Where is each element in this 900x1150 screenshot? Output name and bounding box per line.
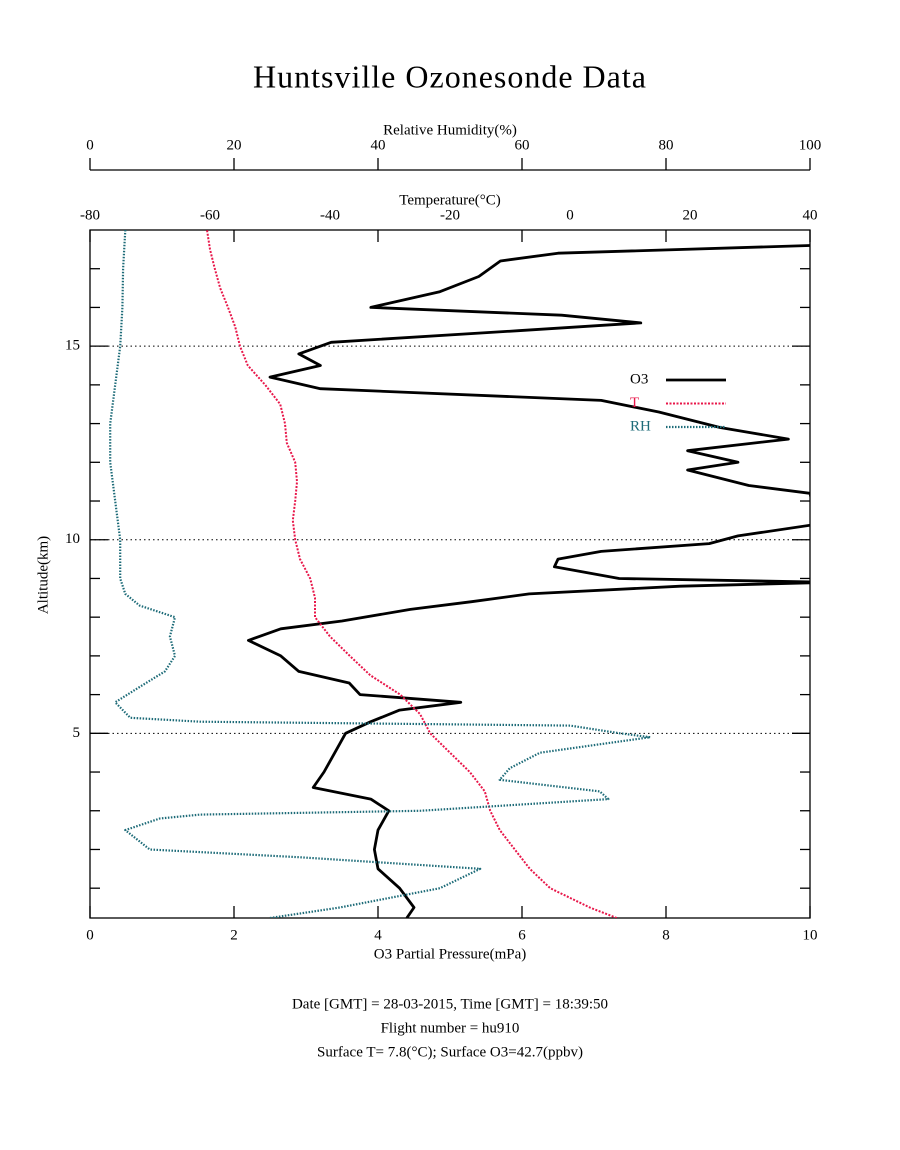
note: Flight number = hu910 bbox=[381, 1020, 520, 1036]
y-tick-label: 15 bbox=[65, 338, 80, 354]
x3-axis-label: Relative Humidity(%) bbox=[383, 122, 517, 138]
x-tick-label: 10 bbox=[803, 927, 818, 943]
series-line bbox=[109, 230, 652, 918]
x2-tick-label: -60 bbox=[200, 207, 220, 223]
x2-tick-label: 20 bbox=[683, 207, 698, 223]
y-axis-label: Altitude(km) bbox=[35, 536, 51, 614]
x2-tick-label: -20 bbox=[440, 207, 460, 223]
legend-label: RH bbox=[630, 418, 651, 434]
x-axis-label: O3 Partial Pressure(mPa) bbox=[374, 946, 526, 962]
legend-label: O3 bbox=[630, 371, 648, 387]
x-tick-label: 8 bbox=[662, 927, 670, 943]
series-line bbox=[206, 230, 618, 918]
x2-tick-label: -40 bbox=[320, 207, 340, 223]
x3-tick-label: 40 bbox=[371, 137, 386, 153]
note: Surface T= 7.8(°C); Surface O3=42.7(ppbv… bbox=[317, 1044, 583, 1060]
x3-tick-label: 60 bbox=[515, 137, 530, 153]
y-tick-label: 10 bbox=[65, 531, 80, 547]
x2-axis-label: Temperature(°C) bbox=[399, 192, 501, 208]
series-line bbox=[247, 244, 810, 918]
x-tick-label: 6 bbox=[518, 927, 526, 943]
y-tick-label: 5 bbox=[73, 725, 81, 741]
x-tick-label: 2 bbox=[230, 927, 238, 943]
plot-frame bbox=[89, 229, 811, 919]
x3-tick-label: 0 bbox=[86, 137, 94, 153]
x2-tick-label: 0 bbox=[566, 207, 574, 223]
x2-tick-label: -80 bbox=[80, 207, 100, 223]
x3-tick-label: 20 bbox=[227, 137, 242, 153]
x3-tick-label: 100 bbox=[799, 137, 822, 153]
x-tick-label: 4 bbox=[374, 927, 382, 943]
note: Date [GMT] = 28-03-2015, Time [GMT] = 18… bbox=[292, 996, 608, 1012]
legend-label: T bbox=[630, 395, 639, 411]
chart-title: Huntsville Ozonesonde Data bbox=[253, 58, 647, 94]
x3-tick-label: 80 bbox=[659, 137, 674, 153]
x-tick-label: 0 bbox=[86, 927, 94, 943]
x2-tick-label: 40 bbox=[803, 207, 818, 223]
